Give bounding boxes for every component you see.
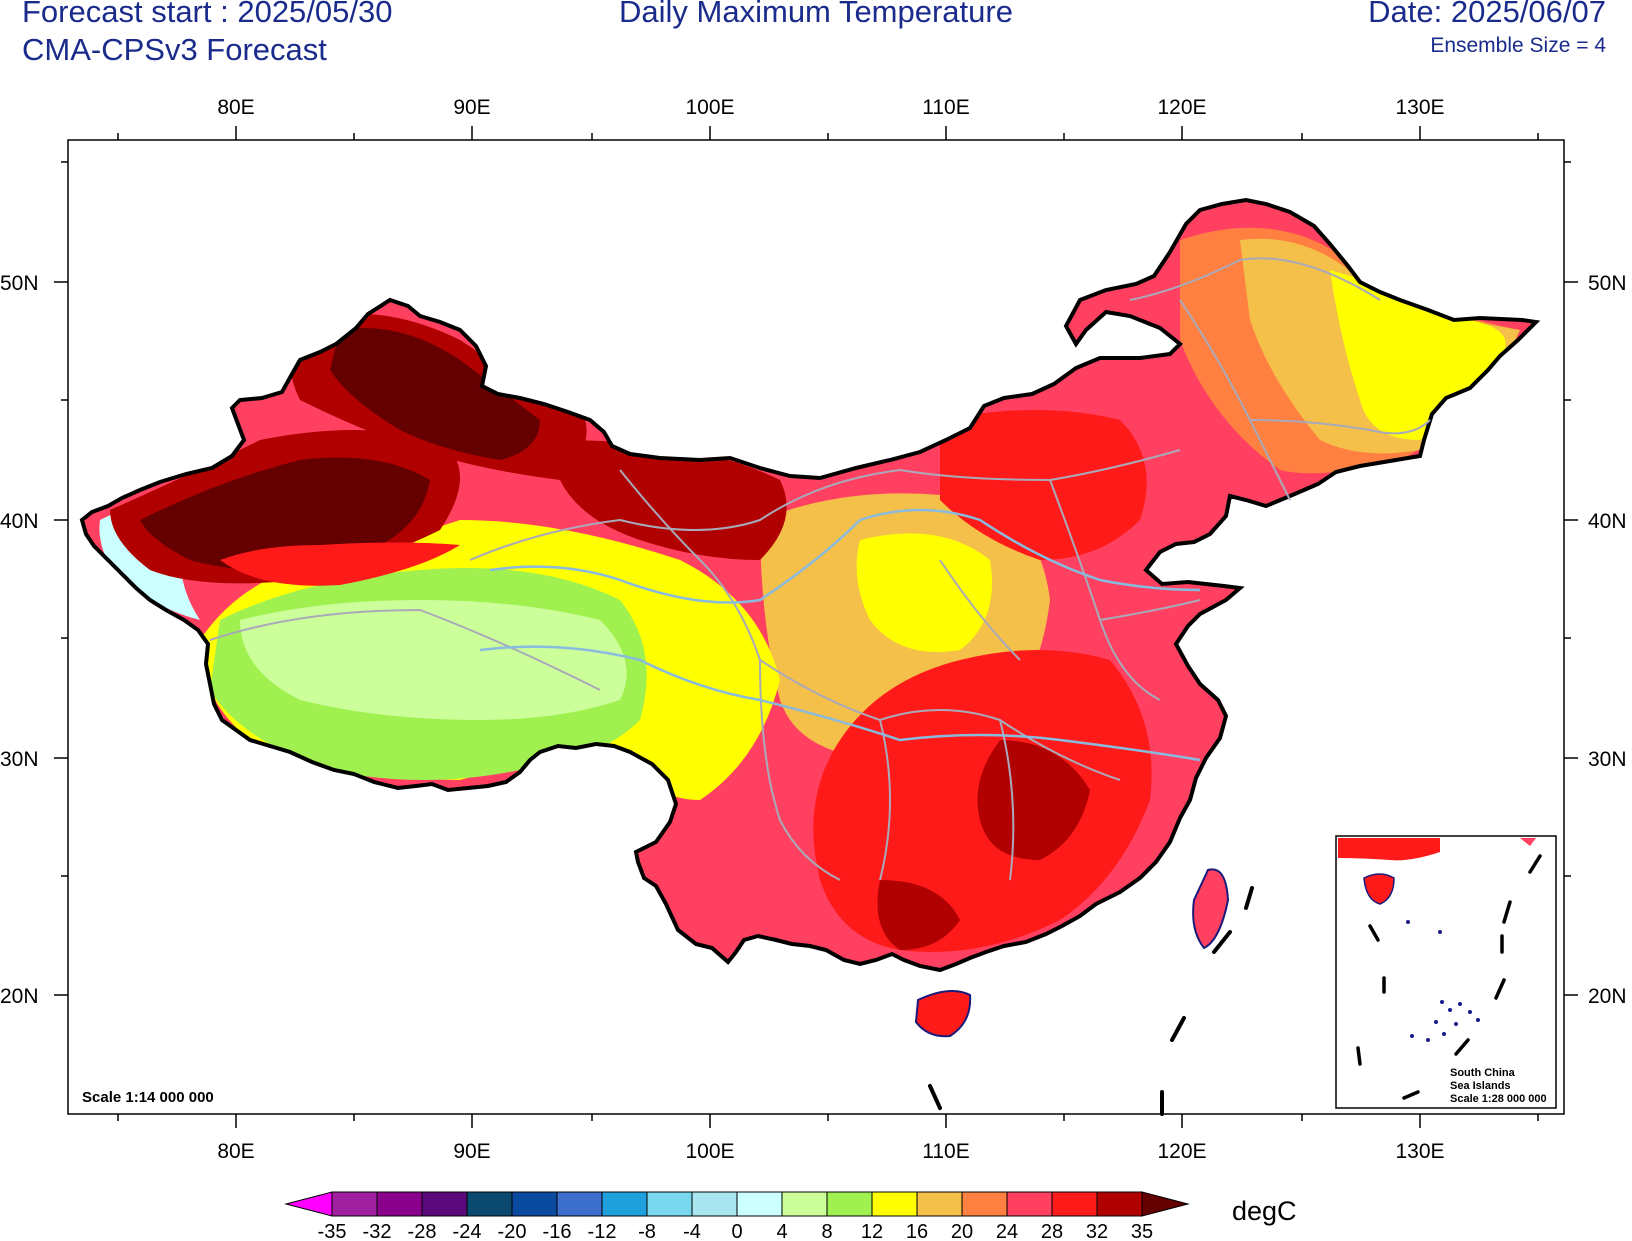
model-name-text: CMA-CPSv3 Forecast [22, 32, 327, 67]
lat-label-right: 40N [1588, 510, 1627, 533]
colorbar-cell [511, 1191, 558, 1217]
colorbar-cell [1006, 1191, 1053, 1217]
colorbar-cell [466, 1191, 513, 1217]
dashed-boundary [928, 886, 1254, 1116]
map-frame [67, 139, 1565, 1115]
inset-caption: Scale 1:28 000 000 [1450, 1093, 1547, 1105]
colorbar-cell [284, 1191, 333, 1217]
colorbar-tick-label: 16 [906, 1221, 928, 1241]
colorbar-cell [736, 1191, 783, 1217]
province-boundaries [209, 257, 1431, 881]
colorbar-tick-label: -28 [408, 1221, 437, 1241]
colorbar-tick-label: -4 [683, 1221, 701, 1241]
colorbar-cell [421, 1191, 468, 1217]
lon-label-top: 90E [453, 96, 490, 119]
valid-date-text: Date: 2025/06/07 [1368, 0, 1606, 29]
lon-label-bottom: 100E [685, 1140, 734, 1163]
colorbar-tick-label: -24 [453, 1221, 482, 1241]
colorbar-cell [556, 1191, 603, 1217]
map-scale-text: Scale 1:14 000 000 [82, 1089, 214, 1106]
taiwan-island [1192, 868, 1230, 950]
lat-ticks [54, 161, 1578, 996]
colorbar [284, 1191, 1190, 1217]
colorbar-cell [376, 1191, 423, 1217]
colorbar-tick-label: -12 [588, 1221, 617, 1241]
colorbar-cell [781, 1191, 828, 1217]
inset-caption: Sea Islands [1450, 1080, 1511, 1092]
lon-ticks [117, 126, 1539, 1128]
inset-south-china-sea [1335, 835, 1557, 1109]
colorbar-tick-label: -20 [498, 1221, 527, 1241]
colorbar-tick-label: 20 [951, 1221, 973, 1241]
colorbar-tick-label: 0 [731, 1221, 742, 1241]
lon-label-bottom: 80E [217, 1140, 254, 1163]
colorbar-cell [1051, 1191, 1098, 1217]
colorbar-labels: -35 -32 -28 -24 -20 -16 -12 -8 -4 0 4 8 12 16 20 24 28 32… [318, 1221, 1154, 1241]
lat-label-left: 20N [0, 985, 39, 1008]
colorbar-tick-label: -35 [318, 1221, 347, 1241]
ensemble-size-text: Ensemble Size = 4 [1430, 34, 1606, 57]
colorbar-cell [826, 1191, 873, 1217]
temperature-field [82, 200, 1536, 970]
colorbar-tick-label: -8 [638, 1221, 656, 1241]
lon-label-bottom: 90E [453, 1140, 490, 1163]
lon-label-top: 110E [922, 96, 970, 119]
lat-label-left: 50N [0, 272, 39, 295]
colorbar-cell [961, 1191, 1008, 1217]
colorbar-cell [871, 1191, 918, 1217]
colorbar-cell [646, 1191, 693, 1217]
colorbar-cell [1141, 1191, 1190, 1217]
colorbar-tick-label: 4 [776, 1221, 787, 1241]
colorbar-cell [601, 1191, 648, 1217]
colorbar-tick-label: 12 [861, 1221, 883, 1241]
inset-caption: South China [1450, 1067, 1516, 1079]
colorbar-tick-label: -16 [543, 1221, 572, 1241]
lon-label-bottom: 130E [1395, 1140, 1444, 1163]
colorbar-tick-label: 32 [1086, 1221, 1108, 1241]
colorbar-tick-label: 35 [1131, 1221, 1153, 1241]
lon-label-bottom: 120E [1157, 1140, 1206, 1163]
colorbar-cell [331, 1191, 378, 1217]
colorbar-tick-label: 28 [1041, 1221, 1063, 1241]
lat-label-right: 30N [1588, 748, 1627, 771]
lat-label-left: 40N [0, 510, 39, 533]
lon-label-top: 120E [1157, 96, 1206, 119]
lat-label-left: 30N [0, 748, 39, 771]
lon-label-bottom: 110E [922, 1140, 970, 1163]
colorbar-cell [691, 1191, 738, 1217]
lat-label-right: 20N [1588, 985, 1627, 1008]
colorbar-cell [1096, 1191, 1143, 1217]
colorbar-unit: degC [1232, 1196, 1297, 1226]
colorbar-tick-label: 24 [996, 1221, 1018, 1241]
colorbar-tick-label: -32 [363, 1221, 392, 1241]
hainan-island [914, 990, 972, 1038]
forecast-start-text: Forecast start : 2025/05/30 [22, 0, 393, 29]
lon-label-top: 100E [685, 96, 734, 119]
lon-label-top: 130E [1395, 96, 1444, 119]
lon-label-top: 80E [217, 96, 254, 119]
colorbar-tick-label: 8 [821, 1221, 832, 1241]
rivers [479, 508, 1201, 762]
map-title: Daily Maximum Temperature [619, 0, 1013, 29]
colorbar-cell [916, 1191, 963, 1217]
lat-label-right: 50N [1588, 272, 1627, 295]
